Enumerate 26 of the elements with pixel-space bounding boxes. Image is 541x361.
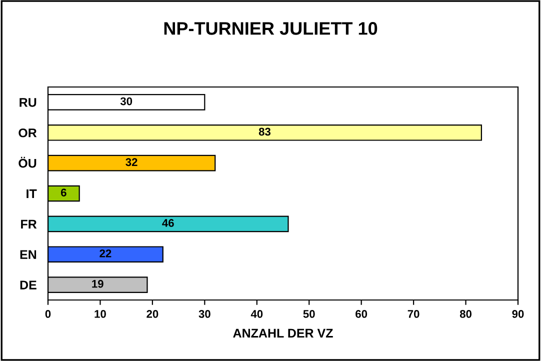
y-tick-label: IT xyxy=(26,189,37,198)
x-tick-label: 20 xyxy=(146,310,158,318)
x-tick-label: 60 xyxy=(356,310,368,318)
data-label: 30 xyxy=(120,97,132,106)
y-tick-label: OR xyxy=(18,128,37,138)
x-tick-label: 0 xyxy=(45,310,51,318)
x-tick-label: 90 xyxy=(512,310,524,318)
data-label: 22 xyxy=(100,249,112,258)
x-tick-label: 30 xyxy=(198,310,210,318)
y-tick-label: FR xyxy=(21,220,37,228)
chart-title: NP-TURNIER JULIETT 10 xyxy=(164,22,378,35)
x-axis-title: ANZAHL DER VZ xyxy=(233,328,333,338)
data-label: 32 xyxy=(126,158,138,166)
y-tick-label: ÖU xyxy=(18,156,36,168)
data-label: 46 xyxy=(162,219,174,227)
x-tick-label: 50 xyxy=(303,310,315,318)
x-tick-label: 10 xyxy=(94,310,106,318)
data-label: 19 xyxy=(92,280,104,288)
data-label: 83 xyxy=(258,128,270,136)
data-label: 6 xyxy=(60,188,66,196)
y-tick-label: RU xyxy=(20,98,36,107)
y-tick-label: DE xyxy=(20,280,36,290)
y-tick-label: EN xyxy=(20,250,36,259)
x-tick-label: 70 xyxy=(408,310,420,318)
x-tick-label: 80 xyxy=(460,310,472,318)
x-tick-label: 40 xyxy=(250,310,263,318)
